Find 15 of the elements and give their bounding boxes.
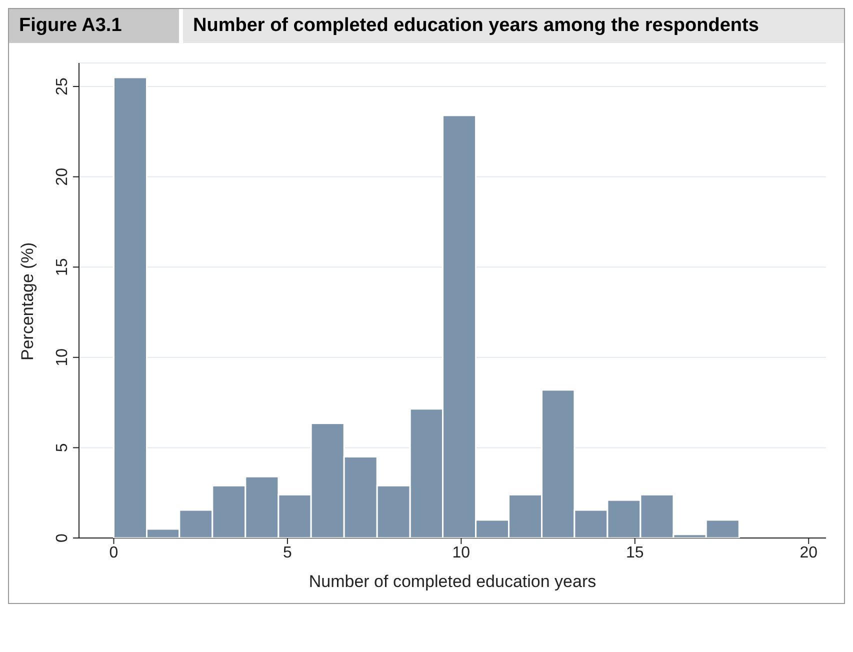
x-tick-label: 10	[452, 544, 470, 562]
chart-title: Figure A3.1	[9, 9, 179, 43]
y-tick-label: 15	[54, 258, 71, 276]
y-axis-title: Percentage (%)	[18, 242, 38, 360]
y-tick-label: 10	[54, 348, 71, 366]
y-tick-label: 20	[54, 168, 71, 186]
y-tick-label: 5	[54, 443, 71, 452]
chart-subtitle: Number of completed education years among the respondents	[183, 9, 844, 43]
x-tick-label: 0	[109, 544, 118, 562]
x-tick-label: 5	[283, 544, 292, 562]
x-tick-label: 15	[626, 544, 644, 562]
x-tick-label: 20	[800, 544, 818, 562]
x-axis-title: Number of completed education years	[308, 572, 596, 591]
y-tick-label: 0	[54, 533, 71, 542]
y-tick-label: 25	[54, 77, 71, 96]
